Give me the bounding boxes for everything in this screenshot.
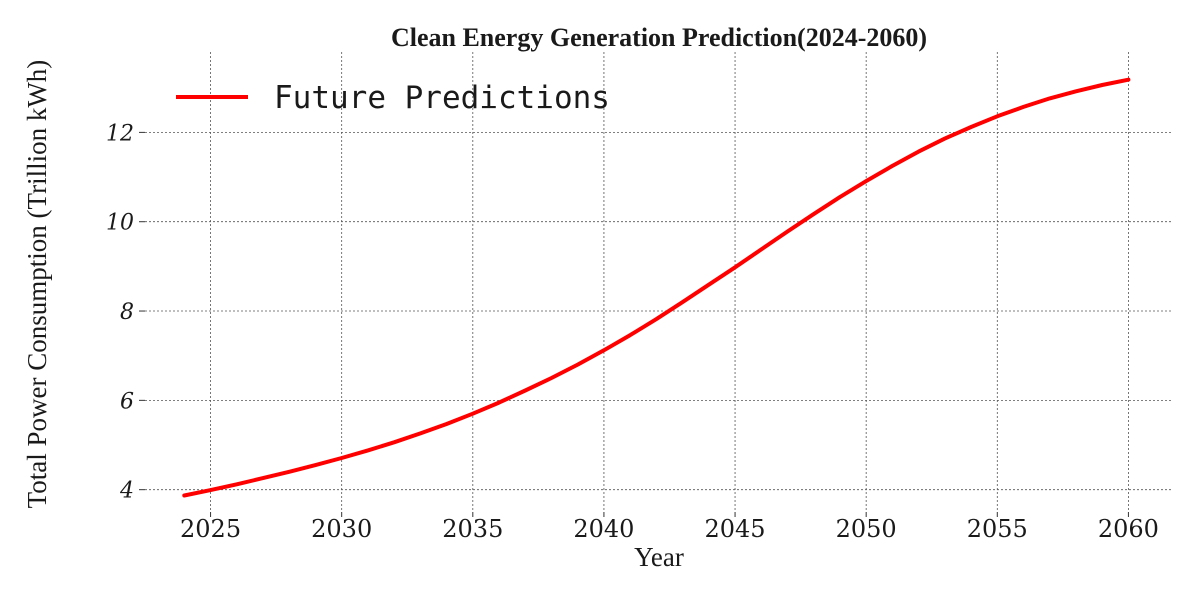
legend: Future Predictions	[176, 80, 610, 116]
x-tick-label-2035: 2035	[442, 515, 503, 543]
y-tick-label-4: 4	[119, 479, 134, 504]
y-tick-label-8: 8	[120, 300, 134, 325]
y-axis-label: Total Power Consumption (Trillion kWh)	[22, 60, 52, 509]
x-tick-label-2050: 2050	[836, 515, 897, 543]
y-axis-ticks: 4 6 8 10 12	[106, 121, 145, 504]
x-tick-label-2055: 2055	[967, 515, 1028, 543]
x-tick-label-2025: 2025	[180, 515, 241, 543]
y-tick-label-10: 10	[106, 211, 134, 236]
series-line-future-predictions	[182, 77, 1131, 498]
x-tick-label-2040: 2040	[573, 515, 634, 543]
legend-label-future-predictions: Future Predictions	[274, 80, 610, 116]
x-tick-label-2030: 2030	[311, 515, 372, 543]
grid	[145, 52, 1173, 512]
x-tick-label-2045: 2045	[705, 515, 766, 543]
x-axis-ticks: 2025 2030 2035 2040 2045 2050 2055 2060	[180, 512, 1159, 543]
y-tick-label-12: 12	[106, 121, 134, 146]
series-layer	[182, 77, 1131, 498]
x-axis-label: Year	[634, 542, 684, 572]
y-tick-label-6: 6	[120, 389, 134, 414]
chart-title: Clean Energy Generation Prediction(2024-…	[391, 23, 927, 52]
x-tick-label-2060: 2060	[1098, 515, 1159, 543]
